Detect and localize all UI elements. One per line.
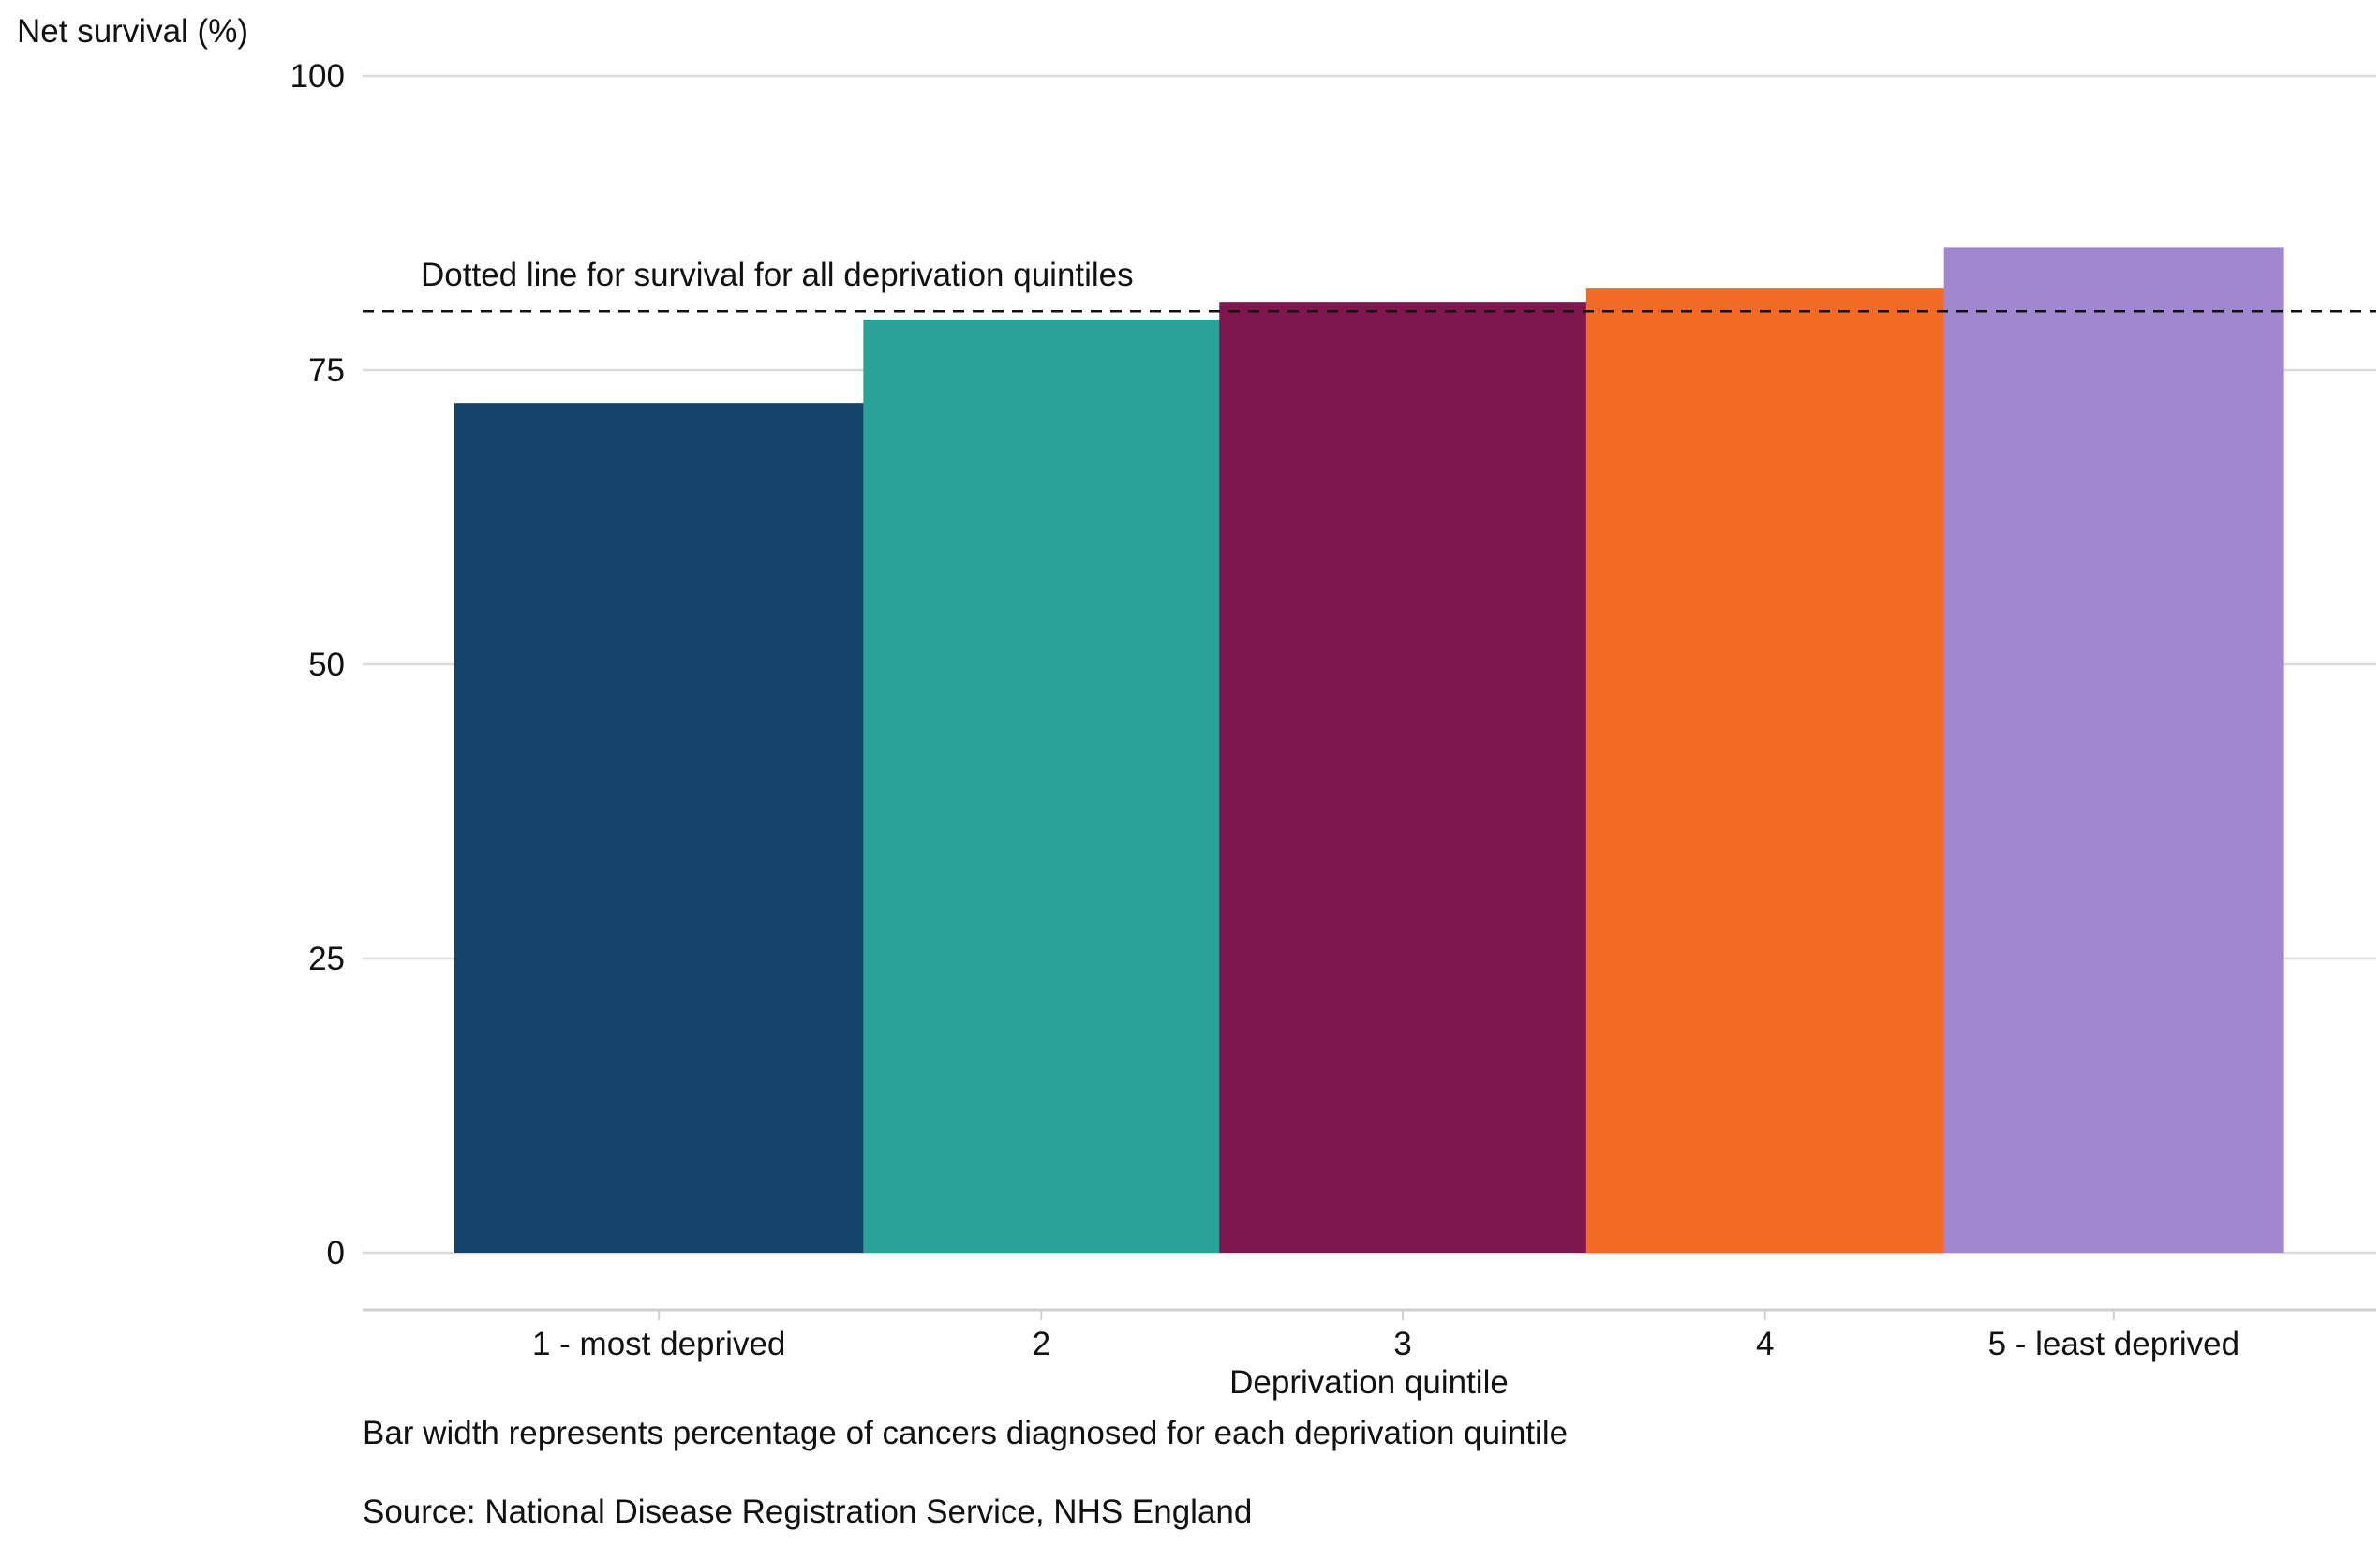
bar-2 (863, 319, 1220, 1253)
bar-width-note: Bar width represents percentage of cance… (363, 1415, 1569, 1451)
y-axis-title: Net survival (%) (17, 13, 248, 50)
y-tick-label-0: 0 (327, 1235, 345, 1271)
source-note: Source: National Disease Registration Se… (363, 1494, 1253, 1530)
x-tick-label-1: 1 - most deprived (532, 1326, 785, 1362)
x-axis-title: Deprivation quintile (1229, 1364, 1509, 1401)
y-tick-label-50: 50 (308, 647, 345, 683)
x-tick-label-4: 4 (1756, 1326, 1774, 1362)
reference-line-label: Dotted line for survival for all depriva… (421, 257, 1134, 293)
x-tick-labels: 1 - most deprived 2 3 4 5 - least deprived (532, 1310, 2239, 1362)
x-tick-label-2: 2 (1033, 1326, 1050, 1362)
bar-5 (1943, 247, 2284, 1254)
x-tick-label-5: 5 - least deprived (1988, 1326, 2239, 1362)
bar-1 (454, 403, 864, 1254)
y-tick-labels: 0 25 50 75 100 (290, 58, 345, 1271)
bar-4 (1585, 288, 1945, 1254)
reference-line-group: Dotted line for survival for all depriva… (363, 257, 2376, 313)
y-tick-label-75: 75 (308, 352, 345, 389)
bars (454, 247, 2284, 1254)
y-tick-label-25: 25 (308, 941, 345, 977)
x-tick-label-3: 3 (1393, 1326, 1411, 1362)
y-tick-label-100: 100 (290, 58, 345, 95)
bar-3 (1219, 302, 1587, 1254)
